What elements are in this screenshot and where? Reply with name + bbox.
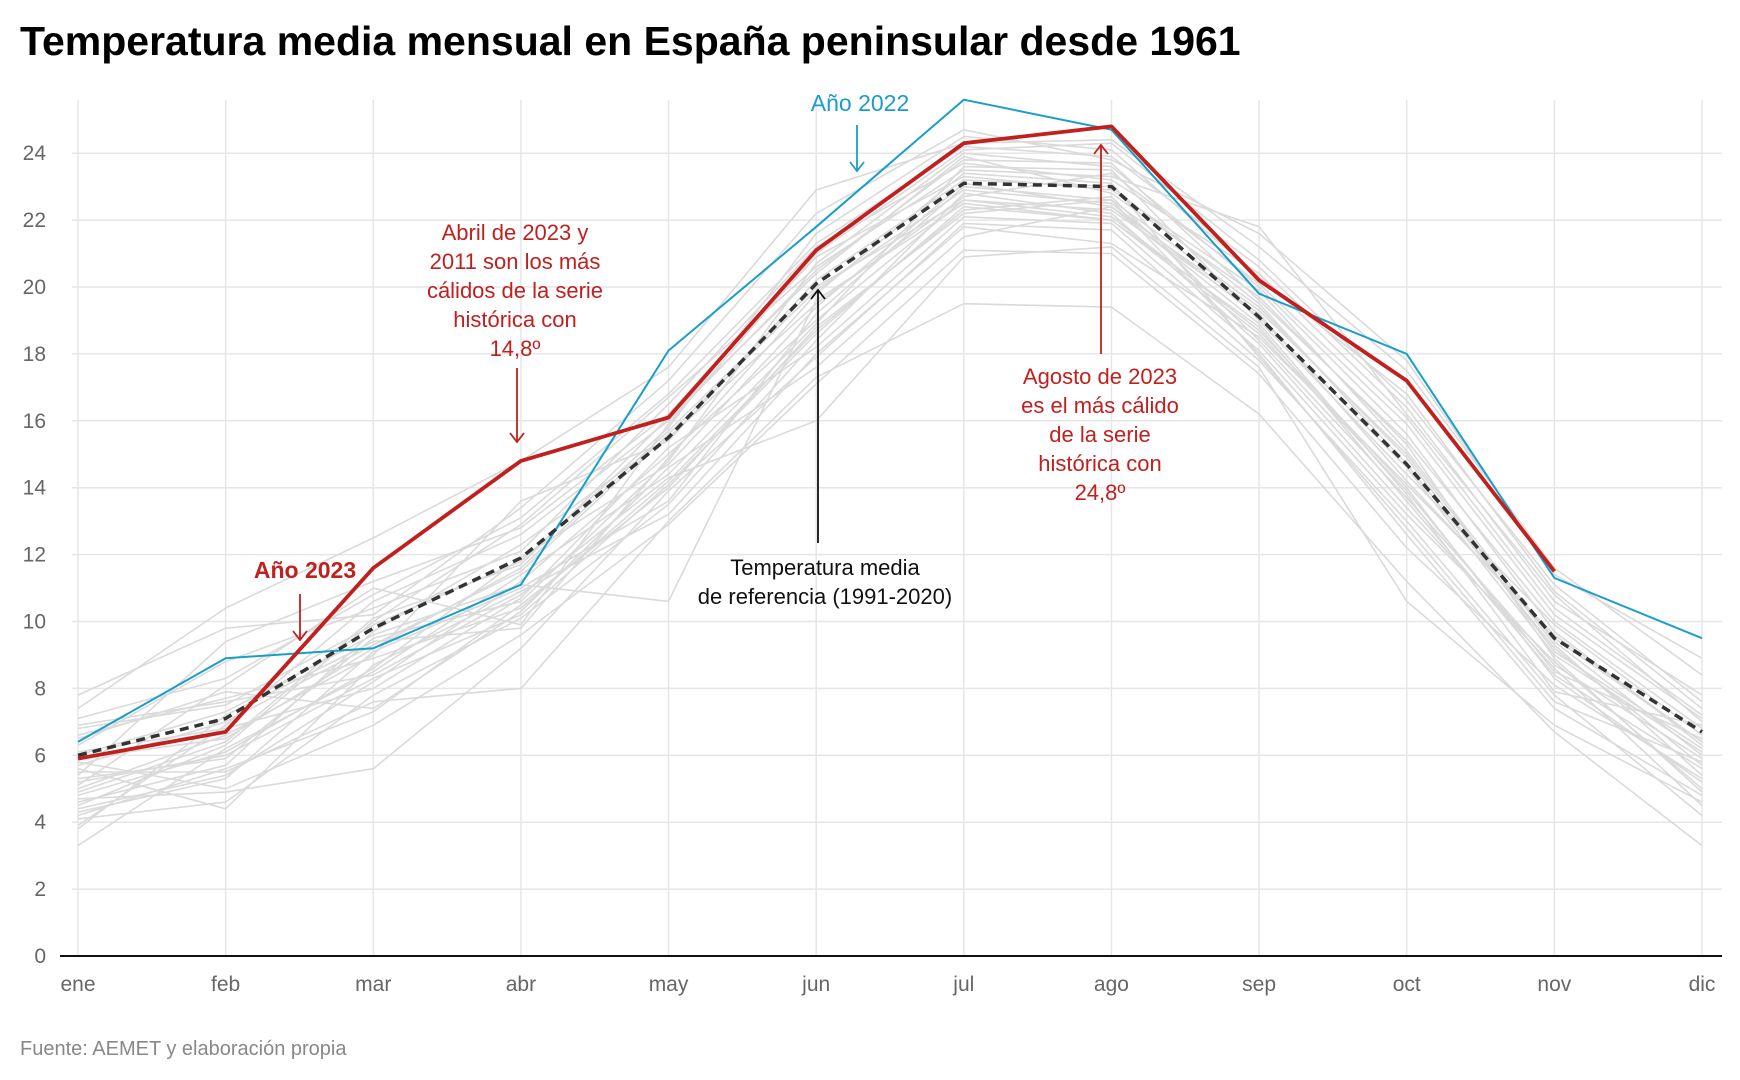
annotation-reference: Temperatura media de referencia (1991-20…: [660, 553, 990, 611]
y-tick-label: 22: [23, 209, 46, 232]
historical-year-line: [77, 216, 1703, 790]
y-tick-label: 18: [23, 343, 46, 366]
historical-year-line: [77, 159, 1703, 827]
historical-year-line: [77, 139, 1703, 710]
historical-year-line: [77, 172, 1703, 830]
x-tick-label: abr: [506, 973, 536, 996]
x-tick-label: mar: [355, 973, 391, 996]
annotation-august-line: es el más cálido: [1021, 393, 1179, 418]
historical-year-line: [77, 246, 1703, 803]
x-tick-label: feb: [211, 973, 240, 996]
annotation-year-2022: Año 2022: [810, 90, 910, 116]
annotation-reference-line: Temperatura media: [730, 555, 920, 580]
annotation-reference-line: de referencia (1991-2020): [697, 584, 953, 609]
x-tick-label: may: [649, 973, 689, 996]
historical-year-line: [77, 172, 1703, 803]
historical-year-line: [77, 202, 1703, 757]
x-tick-label: oct: [1393, 973, 1421, 996]
annotation-august-line: 24,8º: [1074, 480, 1126, 505]
x-tick-label: sep: [1242, 973, 1276, 996]
series-line-reference: [77, 181, 1703, 757]
chart-title: Temperatura media mensual en España peni…: [20, 18, 1241, 64]
historical-year-line: [77, 175, 1703, 776]
annotation-august-line: histórica con: [1038, 451, 1162, 476]
y-tick-label: 20: [23, 276, 46, 299]
annotation-august-line: de la serie: [1049, 422, 1151, 447]
annotation-august-line: Agosto de 2023: [1022, 364, 1178, 389]
y-tick-label: 4: [34, 811, 46, 834]
historical-year-line: [77, 135, 1703, 730]
annotation-arrows: [292, 125, 1109, 642]
annotation-year-2023: Año 2023: [253, 557, 357, 583]
arrow-august-head: [1093, 143, 1109, 155]
y-tick-label: 12: [23, 544, 46, 567]
y-tick-label: 10: [23, 611, 46, 634]
y-tick-label: 16: [23, 410, 46, 433]
x-tick-label: nov: [1537, 973, 1571, 996]
annotation-april: Abril de 2023 y 2011 son los más cálidos…: [380, 218, 650, 363]
historical-year-line: [77, 205, 1703, 740]
arrow-year-2023-head: [292, 630, 308, 642]
historical-year-line: [77, 199, 1703, 810]
annotation-april-line: 14,8º: [489, 336, 541, 361]
series-line-2023: [77, 124, 1556, 761]
historical-year-line: [77, 222, 1703, 817]
historical-year-line: [77, 129, 1703, 696]
historical-year-line: [77, 249, 1703, 790]
arrow-april-head: [509, 432, 525, 444]
historical-year-line: [77, 199, 1703, 817]
y-tick-label: 24: [23, 142, 47, 165]
y-tick-label: 0: [34, 945, 46, 968]
y-tick-label: 14: [23, 477, 47, 500]
y-tick-label: 8: [34, 677, 46, 700]
x-tick-label: ene: [60, 973, 95, 996]
annotation-april-line: histórica con: [453, 307, 577, 332]
historical-year-line: [77, 182, 1703, 797]
x-tick-label: dic: [1689, 973, 1716, 996]
x-tick-label: jul: [952, 973, 974, 996]
highlight-series: [77, 98, 1703, 761]
historical-year-line: [77, 165, 1703, 847]
arrow-year-2022-head: [849, 161, 865, 173]
source-note: Fuente: AEMET y elaboración propia: [20, 1038, 347, 1060]
x-tick-label: ago: [1094, 973, 1129, 996]
annotation-april-line: 2011 son los más: [429, 249, 601, 274]
annotation-april-line: cálidos de la serie: [426, 278, 604, 303]
historical-year-line: [77, 189, 1703, 767]
historical-year-line: [77, 185, 1703, 813]
historical-year-line: [77, 199, 1703, 760]
historical-year-line: [78, 302, 1703, 847]
y-tick-label: 2: [34, 878, 46, 901]
historical-year-line: [77, 142, 1703, 787]
series-line-2022: [77, 98, 1703, 743]
arrow-reference-head: [810, 288, 826, 300]
x-tick-label: jun: [801, 973, 830, 996]
y-tick-label: 6: [34, 744, 46, 767]
historical-year-line: [77, 169, 1703, 807]
annotation-august: Agosto de 2023 es el más cálido de la se…: [970, 362, 1230, 507]
historical-year-line: [77, 179, 1703, 790]
annotation-april-line: Abril de 2023 y: [441, 220, 589, 245]
